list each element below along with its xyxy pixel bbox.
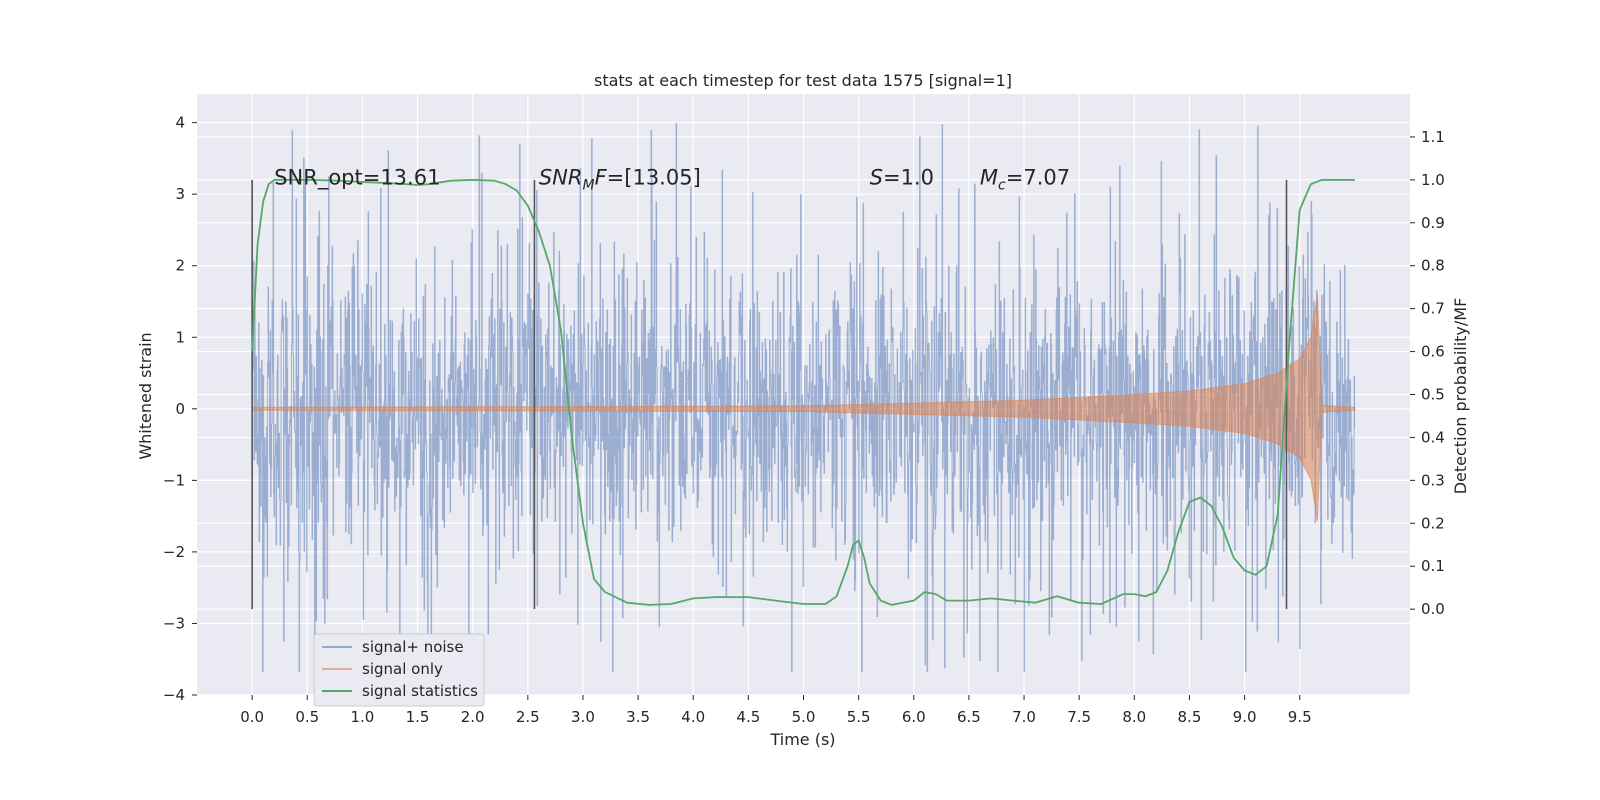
y-tick-label-right: 0.9	[1421, 214, 1445, 232]
y-tick-label-right: 0.8	[1421, 257, 1445, 275]
y-tick-label-right: 1.0	[1421, 171, 1445, 189]
x-tick-label: 4.0	[681, 708, 705, 726]
y-tick-label-left: −4	[163, 686, 185, 704]
y-tick-label-left: 0	[175, 400, 185, 418]
y-axis-label-right: Detection probability/MF	[1451, 298, 1470, 495]
tick-labels: 0.0 0.5 1.0 1.5 2.0 2.5 3.0 3.5 4.0 4.5 5.0 5.5 6.0 6…	[163, 114, 1445, 726]
x-tick-label: 8.5	[1178, 708, 1202, 726]
annotation-3: Mc=7.07	[980, 165, 1070, 193]
x-tick-label: 7.0	[1012, 708, 1036, 726]
x-tick-label: 2.0	[461, 708, 485, 726]
x-tick-label: 0.0	[240, 708, 264, 726]
y-tick-label-left: −3	[163, 614, 185, 632]
signal-only-line	[251, 294, 1356, 522]
x-tick-label: 6.0	[902, 708, 926, 726]
y-tick-label-right: 1.1	[1421, 128, 1445, 146]
y-tick-label-right: 0.3	[1421, 471, 1445, 489]
series-signal-only	[251, 294, 1356, 522]
annotation-1: SNRMF=[13.05]	[539, 165, 701, 193]
annotation-0: SNR_opt=13.61	[274, 165, 440, 190]
legend-label-signal-noise: signal+ noise	[362, 638, 464, 656]
y-tick-label-left: −1	[163, 471, 185, 489]
x-axis-label: Time (s)	[769, 730, 835, 749]
x-tick-label: 9.0	[1233, 708, 1257, 726]
y-tick-label-right: 0.5	[1421, 386, 1445, 404]
x-tick-label: 1.0	[350, 708, 374, 726]
y-tick-label-right: 0.2	[1421, 514, 1445, 532]
y-tick-label-left: 4	[175, 114, 185, 132]
y-tick-label-right: 0.7	[1421, 300, 1445, 318]
x-tick-label: 1.5	[406, 708, 430, 726]
y-tick-label-left: −2	[163, 543, 185, 561]
y-tick-label-left: 2	[175, 257, 185, 275]
y-axis-label-left: Whitened strain	[136, 332, 155, 459]
annotation-2: S=1.0	[870, 165, 934, 189]
y-tick-label-right: 0.6	[1421, 343, 1445, 361]
annotations: SNR_opt=13.61 SNRMF=[13.05] S=1.0 Mc=7.07	[274, 165, 1070, 193]
legend-label-signal-statistics: signal statistics	[362, 682, 478, 700]
legend: signal+ noise signal only signal statist…	[313, 633, 485, 707]
y-tick-label-right: 0.4	[1421, 428, 1445, 446]
legend-box	[313, 633, 485, 707]
chart-title: stats at each timestep for test data 157…	[594, 71, 1012, 90]
x-tick-label: 7.5	[1067, 708, 1091, 726]
x-tick-label: 6.5	[957, 708, 981, 726]
signal-statistics-line	[251, 179, 1355, 606]
y-tick-label-left: 3	[175, 185, 185, 203]
y-tick-label-right: 0.0	[1421, 600, 1445, 618]
x-tick-label: 2.5	[516, 708, 540, 726]
y-tick-label-right: 0.1	[1421, 557, 1445, 575]
y-tick-label-left: 1	[175, 328, 185, 346]
x-tick-label: 3.0	[571, 708, 595, 726]
x-tick-label: 5.5	[847, 708, 871, 726]
x-tick-label: 8.0	[1122, 708, 1146, 726]
series-signal-statistics	[251, 179, 1355, 606]
x-tick-label: 0.5	[295, 708, 319, 726]
x-tick-label: 5.0	[792, 708, 816, 726]
x-tick-label: 9.5	[1288, 708, 1312, 726]
legend-label-signal-only: signal only	[362, 660, 443, 678]
x-tick-label: 4.5	[736, 708, 760, 726]
x-tick-label: 3.5	[626, 708, 650, 726]
